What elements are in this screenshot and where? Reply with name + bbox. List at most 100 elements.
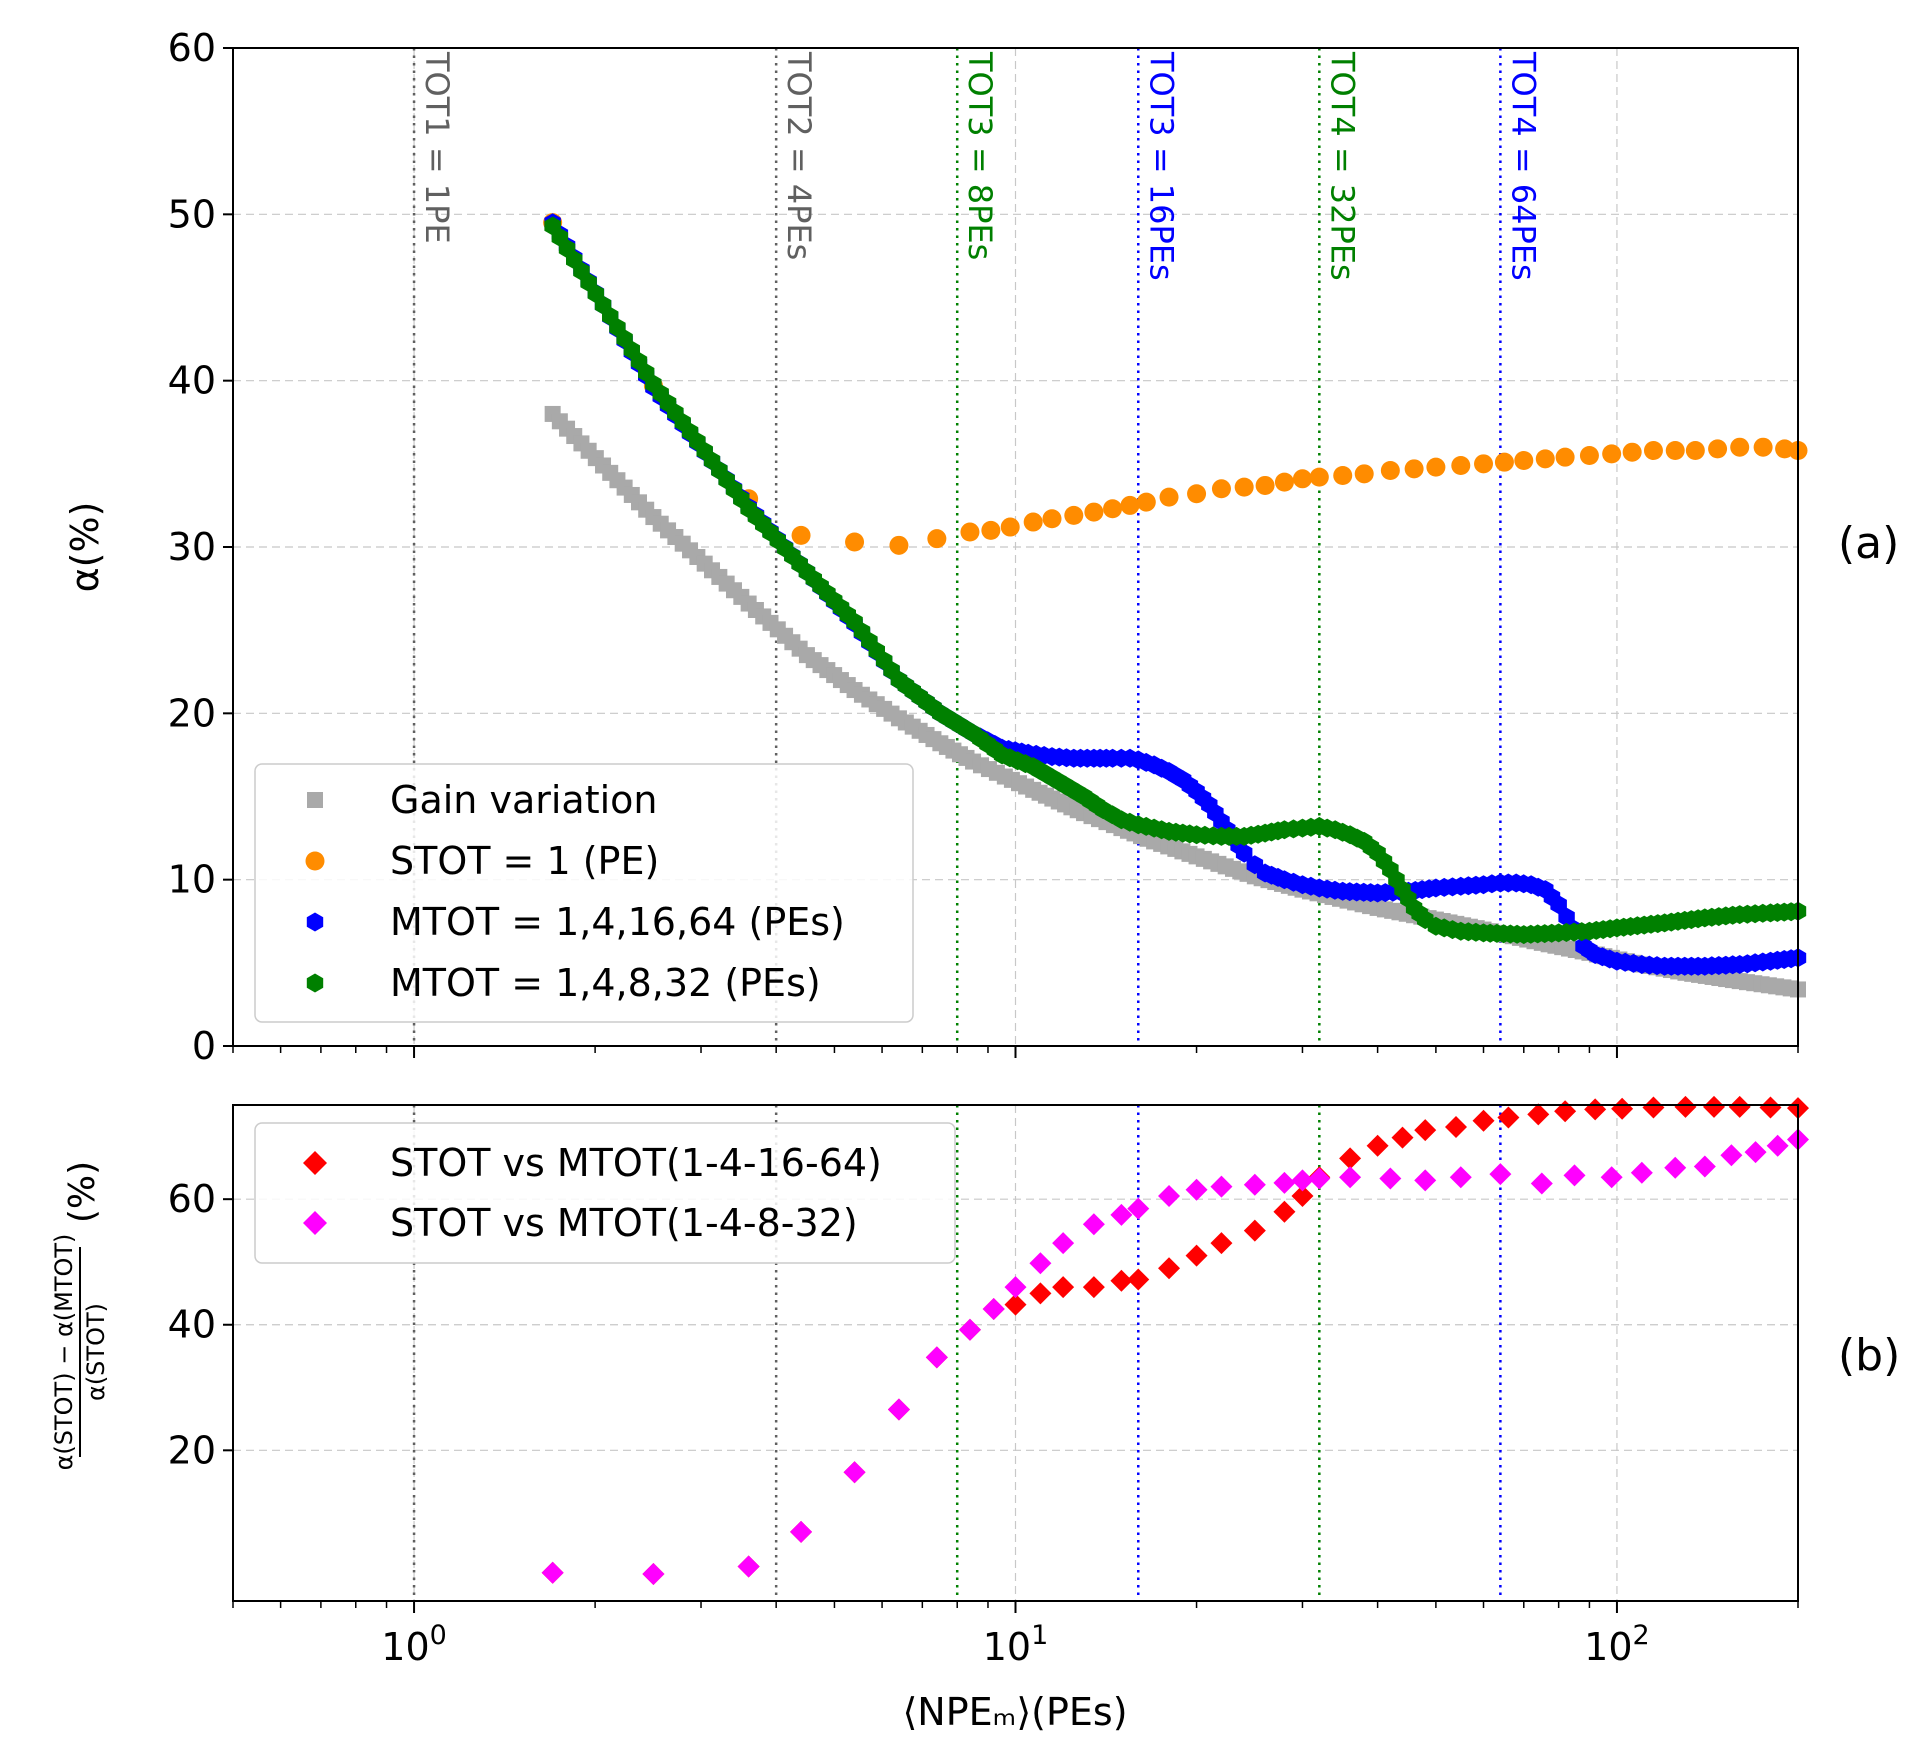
legend-a-marker-mtot-1-4-16-64-pes bbox=[306, 912, 324, 932]
data-point bbox=[1622, 442, 1642, 462]
data-point bbox=[1366, 1134, 1389, 1157]
data-point bbox=[1759, 1096, 1782, 1119]
data-point bbox=[1110, 1203, 1133, 1226]
data-point bbox=[1444, 1115, 1467, 1138]
data-point bbox=[1720, 1144, 1743, 1167]
data-point bbox=[1643, 441, 1663, 461]
x-tick-exponent: 0 bbox=[430, 1620, 447, 1651]
data-point bbox=[1159, 487, 1179, 507]
data-point bbox=[1243, 1173, 1266, 1196]
data-point bbox=[1309, 467, 1329, 487]
data-point bbox=[1291, 1185, 1314, 1208]
ylabel-a: α(%) bbox=[63, 502, 107, 593]
ylabel-b: α(STOT) − α(MTOT) α(STOT) (%) bbox=[50, 1161, 110, 1471]
data-point bbox=[1042, 509, 1062, 529]
data-point bbox=[1255, 475, 1275, 495]
data-point bbox=[1064, 505, 1084, 525]
vline-label-tot3-8pes: TOT3 = 8PEs bbox=[961, 51, 999, 260]
data-point bbox=[1339, 1166, 1362, 1189]
data-point bbox=[1000, 517, 1020, 537]
data-point bbox=[1753, 437, 1773, 457]
data-point bbox=[960, 522, 980, 542]
data-point bbox=[1514, 451, 1534, 471]
data-point bbox=[1642, 1096, 1665, 1119]
x-tick-exponent: 1 bbox=[1031, 1620, 1048, 1651]
data-point bbox=[925, 1346, 948, 1369]
data-point bbox=[958, 1318, 981, 1341]
data-point bbox=[1235, 843, 1253, 863]
data-point bbox=[1611, 1097, 1634, 1120]
data-point bbox=[1052, 1276, 1075, 1299]
data-point bbox=[1029, 1252, 1052, 1275]
y-tick-label-a: 20 bbox=[168, 691, 216, 735]
data-point bbox=[1120, 495, 1140, 515]
ylabel-b-denominator: α(STOT) bbox=[82, 1303, 110, 1401]
ylabel-b-unit: (%) bbox=[62, 1161, 103, 1223]
panel-a: TOT1 = 1PE TOT2 = 4PEs TOT3 = 8PEs TOT3 = 1… bbox=[63, 26, 1899, 1068]
data-point bbox=[927, 529, 947, 549]
vline-label-tot2-4pes: TOT2 = 4PEs bbox=[780, 51, 818, 260]
data-point bbox=[1602, 444, 1622, 464]
data-point bbox=[1555, 447, 1575, 467]
data-point bbox=[1082, 1276, 1105, 1299]
data-point bbox=[1554, 1100, 1577, 1123]
panel-label-b: (b) bbox=[1838, 1330, 1900, 1381]
data-point bbox=[1127, 1197, 1150, 1220]
data-point bbox=[1730, 437, 1750, 457]
axes-frame-a bbox=[232, 47, 1799, 1047]
data-point bbox=[1535, 449, 1555, 469]
vline-label-tot1-1pe: TOT1 = 1PE bbox=[418, 51, 456, 244]
data-point bbox=[1187, 484, 1207, 504]
data-point bbox=[1127, 1268, 1150, 1291]
data-point bbox=[1584, 1098, 1607, 1121]
legend-a: Gain variation STOT = 1 (PE) MTOT = 1,4,16… bbox=[254, 763, 914, 1023]
data-point bbox=[1426, 457, 1446, 477]
data-point bbox=[1630, 1161, 1653, 1184]
y-tick-label-a: 0 bbox=[192, 1024, 216, 1068]
data-point bbox=[889, 535, 909, 555]
data-point bbox=[1291, 1169, 1314, 1192]
vlines-a: TOT1 = 1PE TOT2 = 4PEs TOT3 = 8PEs TOT3 = 1… bbox=[412, 48, 1542, 1046]
y-tick-label-a: 60 bbox=[168, 26, 216, 70]
data-point bbox=[1023, 512, 1043, 532]
data-point bbox=[1674, 1095, 1697, 1118]
data-point bbox=[1703, 1095, 1726, 1118]
data-point bbox=[1665, 441, 1685, 461]
legend-b: STOT vs MTOT(1-4-16-64) STOT vs MTOT(1-4-… bbox=[254, 1122, 956, 1264]
vline-label-tot4-32pes: TOT4 = 32PEs bbox=[1323, 51, 1361, 281]
data-point bbox=[1391, 1126, 1414, 1149]
data-point bbox=[737, 1555, 760, 1578]
vline-label-tot3-16pes: TOT3 = 16PEs bbox=[1142, 51, 1180, 281]
data-point bbox=[845, 532, 865, 552]
legend-b-label-stot-vs-mtot-1-4-8-32: STOT vs MTOT(1-4-8-32) bbox=[390, 1201, 858, 1245]
x-tick-label-b: 100 bbox=[381, 1620, 447, 1669]
legend-b-box bbox=[254, 1122, 956, 1264]
data-point bbox=[1234, 477, 1254, 497]
data-point bbox=[1158, 1185, 1181, 1208]
data-point bbox=[1004, 1276, 1027, 1299]
data-point bbox=[1333, 465, 1353, 485]
legend-a-marker-mtot-1-4-8-32-pes bbox=[306, 973, 324, 993]
legend-b-marker-stot-vs-mtot-1-4-16-64 bbox=[303, 1151, 327, 1175]
data-point bbox=[1664, 1156, 1687, 1179]
data-point bbox=[1497, 1106, 1520, 1129]
legend-b-label-stot-vs-mtot-1-4-16-64: STOT vs MTOT(1-4-16-64) bbox=[390, 1141, 882, 1185]
data-point bbox=[1558, 907, 1575, 927]
y-tick-label-b: 40 bbox=[168, 1303, 216, 1347]
x-tick-label-b: 102 bbox=[1584, 1620, 1650, 1669]
data-point bbox=[1563, 1164, 1586, 1187]
series-b bbox=[541, 1095, 1809, 1586]
data-point bbox=[1472, 1109, 1495, 1132]
legend-a-label-mtot-1-4-8-32-pes: MTOT = 1,4,8,32 (PEs) bbox=[390, 961, 821, 1005]
y-tick-label-a: 10 bbox=[168, 858, 216, 902]
panel-label-a: (a) bbox=[1838, 518, 1899, 569]
y-tick-label-b: 60 bbox=[168, 1177, 216, 1221]
data-point bbox=[1766, 1134, 1789, 1157]
data-point bbox=[1110, 1269, 1133, 1292]
legend-a-box bbox=[254, 763, 914, 1023]
data-point bbox=[642, 1563, 665, 1586]
x-tick-exponent: 2 bbox=[1633, 1620, 1650, 1651]
data-point bbox=[1273, 1171, 1296, 1194]
